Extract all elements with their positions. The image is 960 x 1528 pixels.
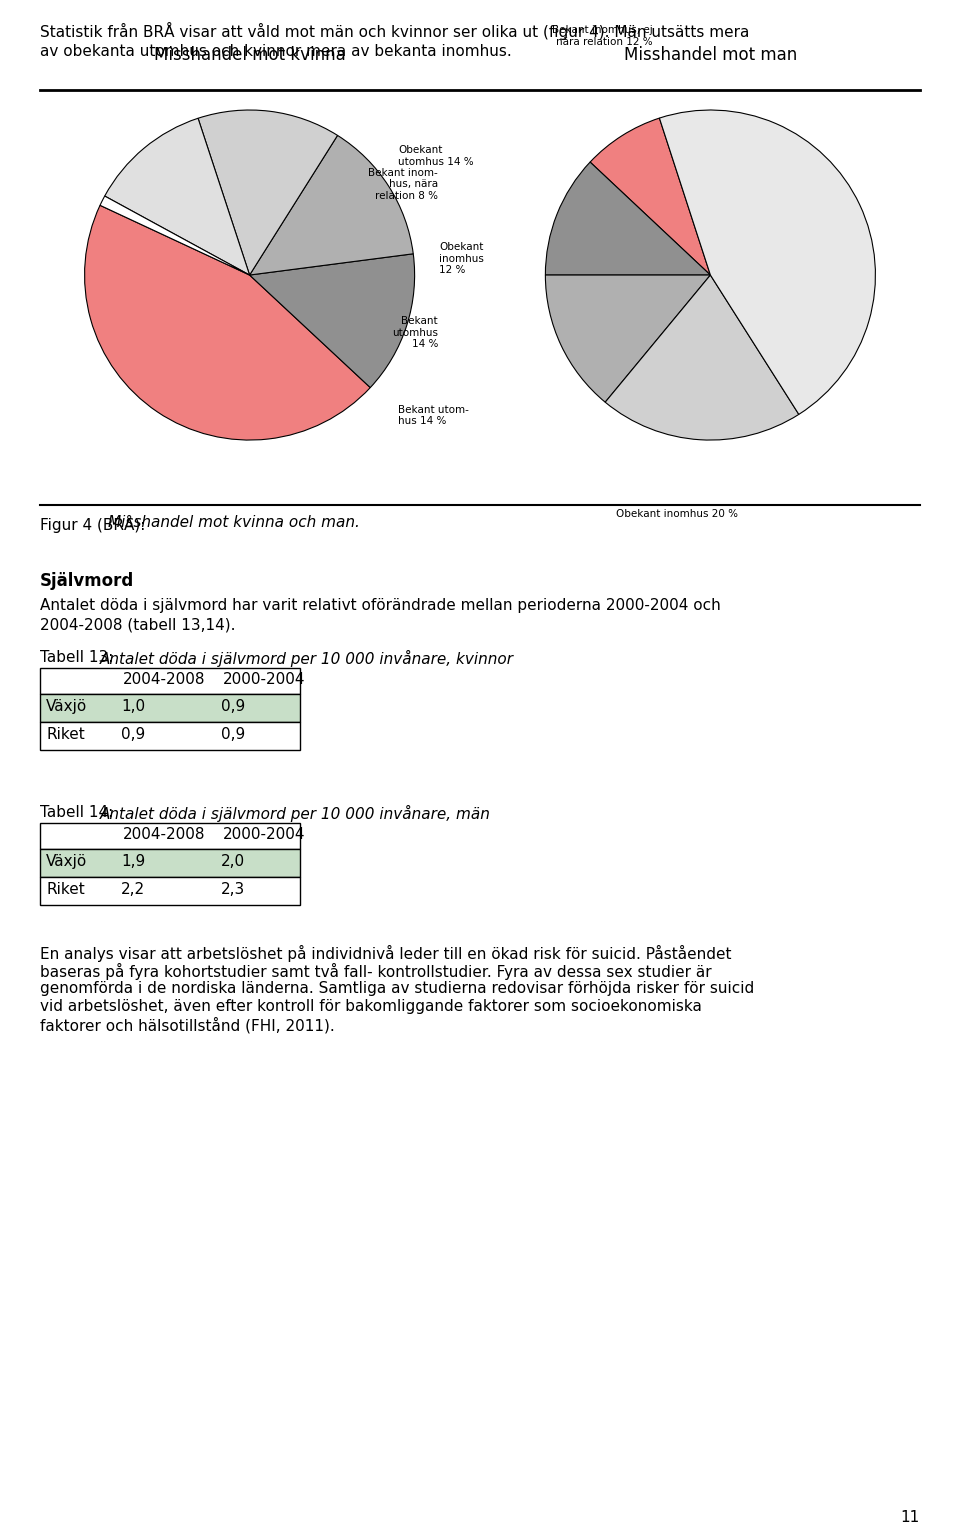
Text: 2,2: 2,2 (121, 882, 145, 897)
Text: Riket: Riket (46, 727, 84, 743)
Text: 0,9: 0,9 (221, 727, 245, 743)
Wedge shape (605, 275, 799, 440)
Wedge shape (198, 110, 338, 275)
Text: Antalet döda i självmord har varit relativt oförändrade mellan perioderna 2000-2: Antalet döda i självmord har varit relat… (40, 597, 721, 613)
Text: Antalet döda i självmord per 10 000 invånare, kvinnor: Antalet döda i självmord per 10 000 invå… (100, 649, 514, 668)
Wedge shape (105, 118, 250, 275)
Text: 2,0: 2,0 (221, 854, 245, 869)
Wedge shape (84, 205, 371, 440)
Text: Figur 4 (BRÅ):: Figur 4 (BRÅ): (40, 515, 151, 533)
Wedge shape (250, 254, 415, 388)
Text: 2004-2008: 2004-2008 (123, 827, 205, 842)
Bar (40, 824, 300, 850)
Text: Statistik från BRÅ visar att våld mot män och kvinnor ser olika ut (figur 4). Mä: Statistik från BRÅ visar att våld mot mä… (40, 21, 750, 40)
Text: av obekanta utomhus och kvinnor mera av bekanta inomhus.: av obekanta utomhus och kvinnor mera av … (40, 44, 512, 60)
Text: 1,0: 1,0 (121, 698, 145, 714)
Text: vid arbetslöshet, även efter kontroll för bakomliggande faktorer som socioekonom: vid arbetslöshet, även efter kontroll fö… (40, 999, 702, 1015)
Bar (40, 877, 300, 905)
Title: Misshandel mot kvinna: Misshandel mot kvinna (154, 46, 346, 64)
Wedge shape (545, 275, 710, 402)
Bar (40, 668, 300, 694)
Bar (40, 850, 300, 877)
Text: Misshandel mot kvinna och man.: Misshandel mot kvinna och man. (108, 515, 360, 530)
Text: Obekant
inomhus
12 %: Obekant inomhus 12 % (440, 241, 484, 275)
Text: Tabell 13:: Tabell 13: (40, 649, 118, 665)
Text: Obekant inomhus 20 %: Obekant inomhus 20 % (616, 509, 738, 520)
Text: genomförda i de nordiska länderna. Samtliga av studierna redovisar förhöjda risk: genomförda i de nordiska länderna. Samtl… (40, 981, 755, 996)
Wedge shape (100, 196, 250, 275)
Text: 2,3: 2,3 (221, 882, 245, 897)
Title: Misshandel mot man: Misshandel mot man (624, 46, 797, 64)
Text: 1,9: 1,9 (121, 854, 145, 869)
Text: Riket: Riket (46, 882, 84, 897)
Text: Växjö: Växjö (46, 698, 87, 714)
Text: 0,9: 0,9 (221, 698, 245, 714)
Text: Bekant inom-
hus, nära
relation 8 %: Bekant inom- hus, nära relation 8 % (369, 168, 438, 200)
Text: Växjö: Växjö (46, 854, 87, 869)
Text: 11: 11 (900, 1510, 920, 1525)
Text: Obekant
utomhus 14 %: Obekant utomhus 14 % (398, 145, 473, 167)
Text: 0,9: 0,9 (121, 727, 145, 743)
Wedge shape (660, 110, 876, 414)
Text: Bekant
utomhus
14 %: Bekant utomhus 14 % (392, 316, 438, 350)
Wedge shape (590, 118, 710, 275)
Text: 2000-2004: 2000-2004 (223, 827, 305, 842)
Text: En analys visar att arbetslöshet på individnivå leder till en ökad risk för suic: En analys visar att arbetslöshet på indi… (40, 944, 732, 963)
Text: faktorer och hälsotillstånd (FHI, 2011).: faktorer och hälsotillstånd (FHI, 2011). (40, 1018, 335, 1033)
Bar (40, 694, 300, 723)
Wedge shape (545, 162, 710, 275)
Text: Tabell 14:: Tabell 14: (40, 805, 118, 821)
Text: Självmord: Självmord (40, 571, 134, 590)
Text: baseras på fyra kohortstudier samt två fall- kontrollstudier. Fyra av dessa sex : baseras på fyra kohortstudier samt två f… (40, 963, 711, 979)
Text: Bekant utom-
hus 14 %: Bekant utom- hus 14 % (398, 405, 469, 426)
Text: 2004-2008: 2004-2008 (123, 672, 205, 688)
Wedge shape (250, 136, 413, 275)
Text: 2000-2004: 2000-2004 (223, 672, 305, 688)
Text: Antalet döda i självmord per 10 000 invånare, män: Antalet döda i självmord per 10 000 invå… (100, 805, 491, 822)
Text: 2004-2008 (tabell 13,14).: 2004-2008 (tabell 13,14). (40, 617, 235, 633)
Bar (40, 723, 300, 750)
Text: Bekant inomhus, ej
nära relation 12 %: Bekant inomhus, ej nära relation 12 % (552, 24, 653, 46)
